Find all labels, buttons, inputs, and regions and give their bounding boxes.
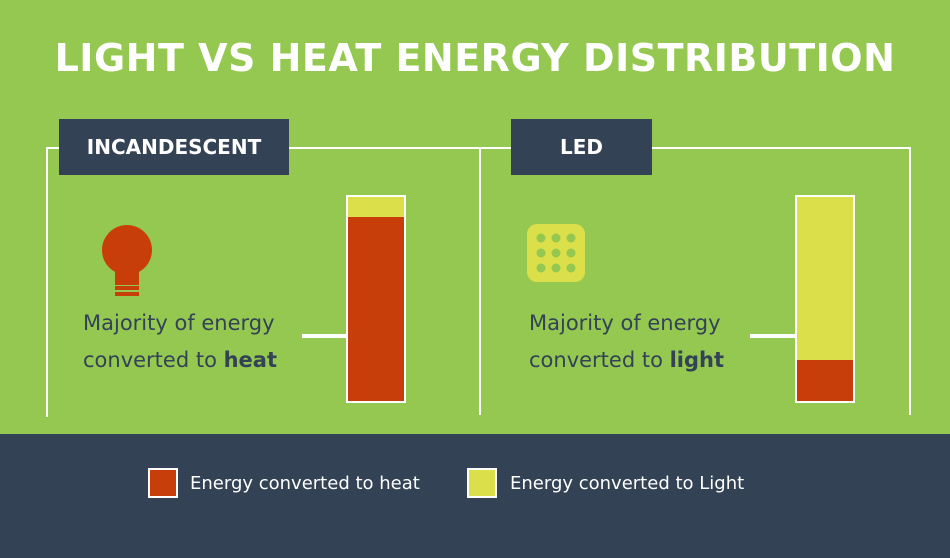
led-caption: Majority of energy converted to light xyxy=(529,305,724,379)
lightbulb-icon xyxy=(102,225,152,296)
page-title: LIGHT VS HEAT ENERGY DISTRIBUTION xyxy=(54,36,896,80)
incandescent-caption-emphasis: heat xyxy=(223,348,278,372)
led-tag: LED xyxy=(511,119,652,175)
incandescent-energy-bar xyxy=(346,195,406,403)
legend-heat-swatch xyxy=(148,468,178,498)
legend-heat-label: Energy converted to heat xyxy=(190,473,420,494)
incandescent-light-segment xyxy=(348,197,404,218)
led-caption-line2: converted to light xyxy=(529,342,724,379)
led-frame xyxy=(479,147,911,415)
incandescent-heat-segment xyxy=(348,217,404,401)
content-area xyxy=(0,0,950,434)
led-energy-bar xyxy=(795,195,855,403)
incandescent-caption: Majority of energy converted to heat xyxy=(83,305,277,379)
incandescent-tag: INCANDESCENT xyxy=(59,119,289,175)
legend-light-swatch xyxy=(467,468,497,498)
incandescent-caption-line1: Majority of energy xyxy=(83,311,275,335)
led-grid-icon xyxy=(527,224,585,282)
led-caption-emphasis: light xyxy=(669,348,725,372)
led-light-segment xyxy=(797,197,853,361)
incandescent-caption-line2: converted to heat xyxy=(83,342,277,379)
led-caption-prefix: converted to xyxy=(529,348,670,372)
incandescent-caption-prefix: converted to xyxy=(83,348,224,372)
led-caption-line1: Majority of energy xyxy=(529,311,721,335)
led-heat-segment xyxy=(797,360,853,401)
legend-light-label: Energy converted to Light xyxy=(510,473,745,494)
